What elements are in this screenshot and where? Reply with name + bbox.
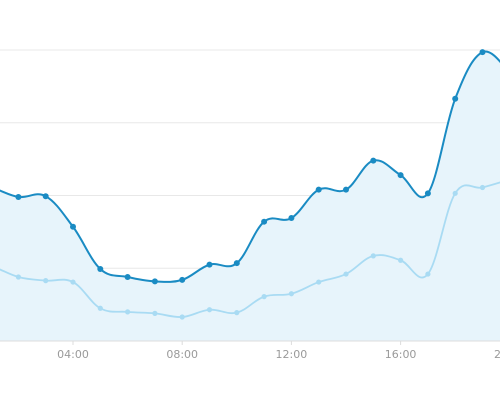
series-1-point[interactable] [343,186,349,193]
series-2-point[interactable] [97,305,103,311]
series-2-point[interactable] [452,190,458,196]
series-2-point[interactable] [234,310,240,316]
series-2-point[interactable] [70,279,76,285]
x-axis: 04:00 08:00 12:00 16:00 20:00 [0,340,500,361]
x-tick-label: 20:00 [494,348,500,361]
series-1-point[interactable] [179,276,186,283]
series-2-point[interactable] [125,309,131,315]
series-2-area [0,182,500,341]
series-1-point[interactable] [124,273,131,280]
series-1-point[interactable] [97,265,104,272]
series-1-point[interactable] [288,215,295,222]
series-2-point[interactable] [343,271,349,277]
series-2-point[interactable] [261,294,267,300]
series-1-point[interactable] [233,260,240,267]
series-2-point[interactable] [15,274,21,280]
series-1-point[interactable] [315,186,322,193]
series-1-point[interactable] [15,193,22,200]
series-2-point[interactable] [206,307,213,313]
point-layer [15,49,486,320]
series-1-point[interactable] [370,157,377,164]
series-1-point[interactable] [151,278,158,285]
series-2-point[interactable] [425,271,431,277]
x-tick-label: 12:00 [276,348,308,361]
series-1-point[interactable] [261,218,268,225]
series-2-point[interactable] [316,279,322,285]
series-2-point[interactable] [179,314,185,320]
series-2-point[interactable] [288,291,294,297]
x-tick-label: 08:00 [166,348,198,361]
series-1-point[interactable] [479,49,486,56]
series-2-point[interactable] [479,184,486,191]
series-1-point[interactable] [70,223,76,230]
series-2-point[interactable] [370,253,376,259]
series-2-point[interactable] [398,257,404,263]
x-tick-label: 16:00 [385,348,417,361]
series-1-point[interactable] [424,190,431,197]
series-1-point[interactable] [206,261,213,268]
x-tick-label: 04:00 [57,348,89,361]
series-1-point[interactable] [42,193,49,200]
area-layer [0,51,500,341]
series-2-point[interactable] [43,278,49,284]
series-2-point[interactable] [152,310,158,316]
series-1-point[interactable] [397,172,404,179]
series-1-point[interactable] [452,95,459,102]
